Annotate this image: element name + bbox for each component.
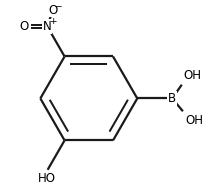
Text: OH: OH — [184, 69, 202, 82]
Text: OH: OH — [185, 114, 203, 127]
Text: B: B — [168, 92, 176, 105]
Text: +: + — [49, 17, 56, 25]
Text: N: N — [43, 20, 52, 33]
Text: −: − — [54, 2, 62, 11]
Text: HO: HO — [38, 172, 56, 185]
Text: O: O — [48, 4, 58, 17]
Text: O: O — [20, 20, 29, 33]
